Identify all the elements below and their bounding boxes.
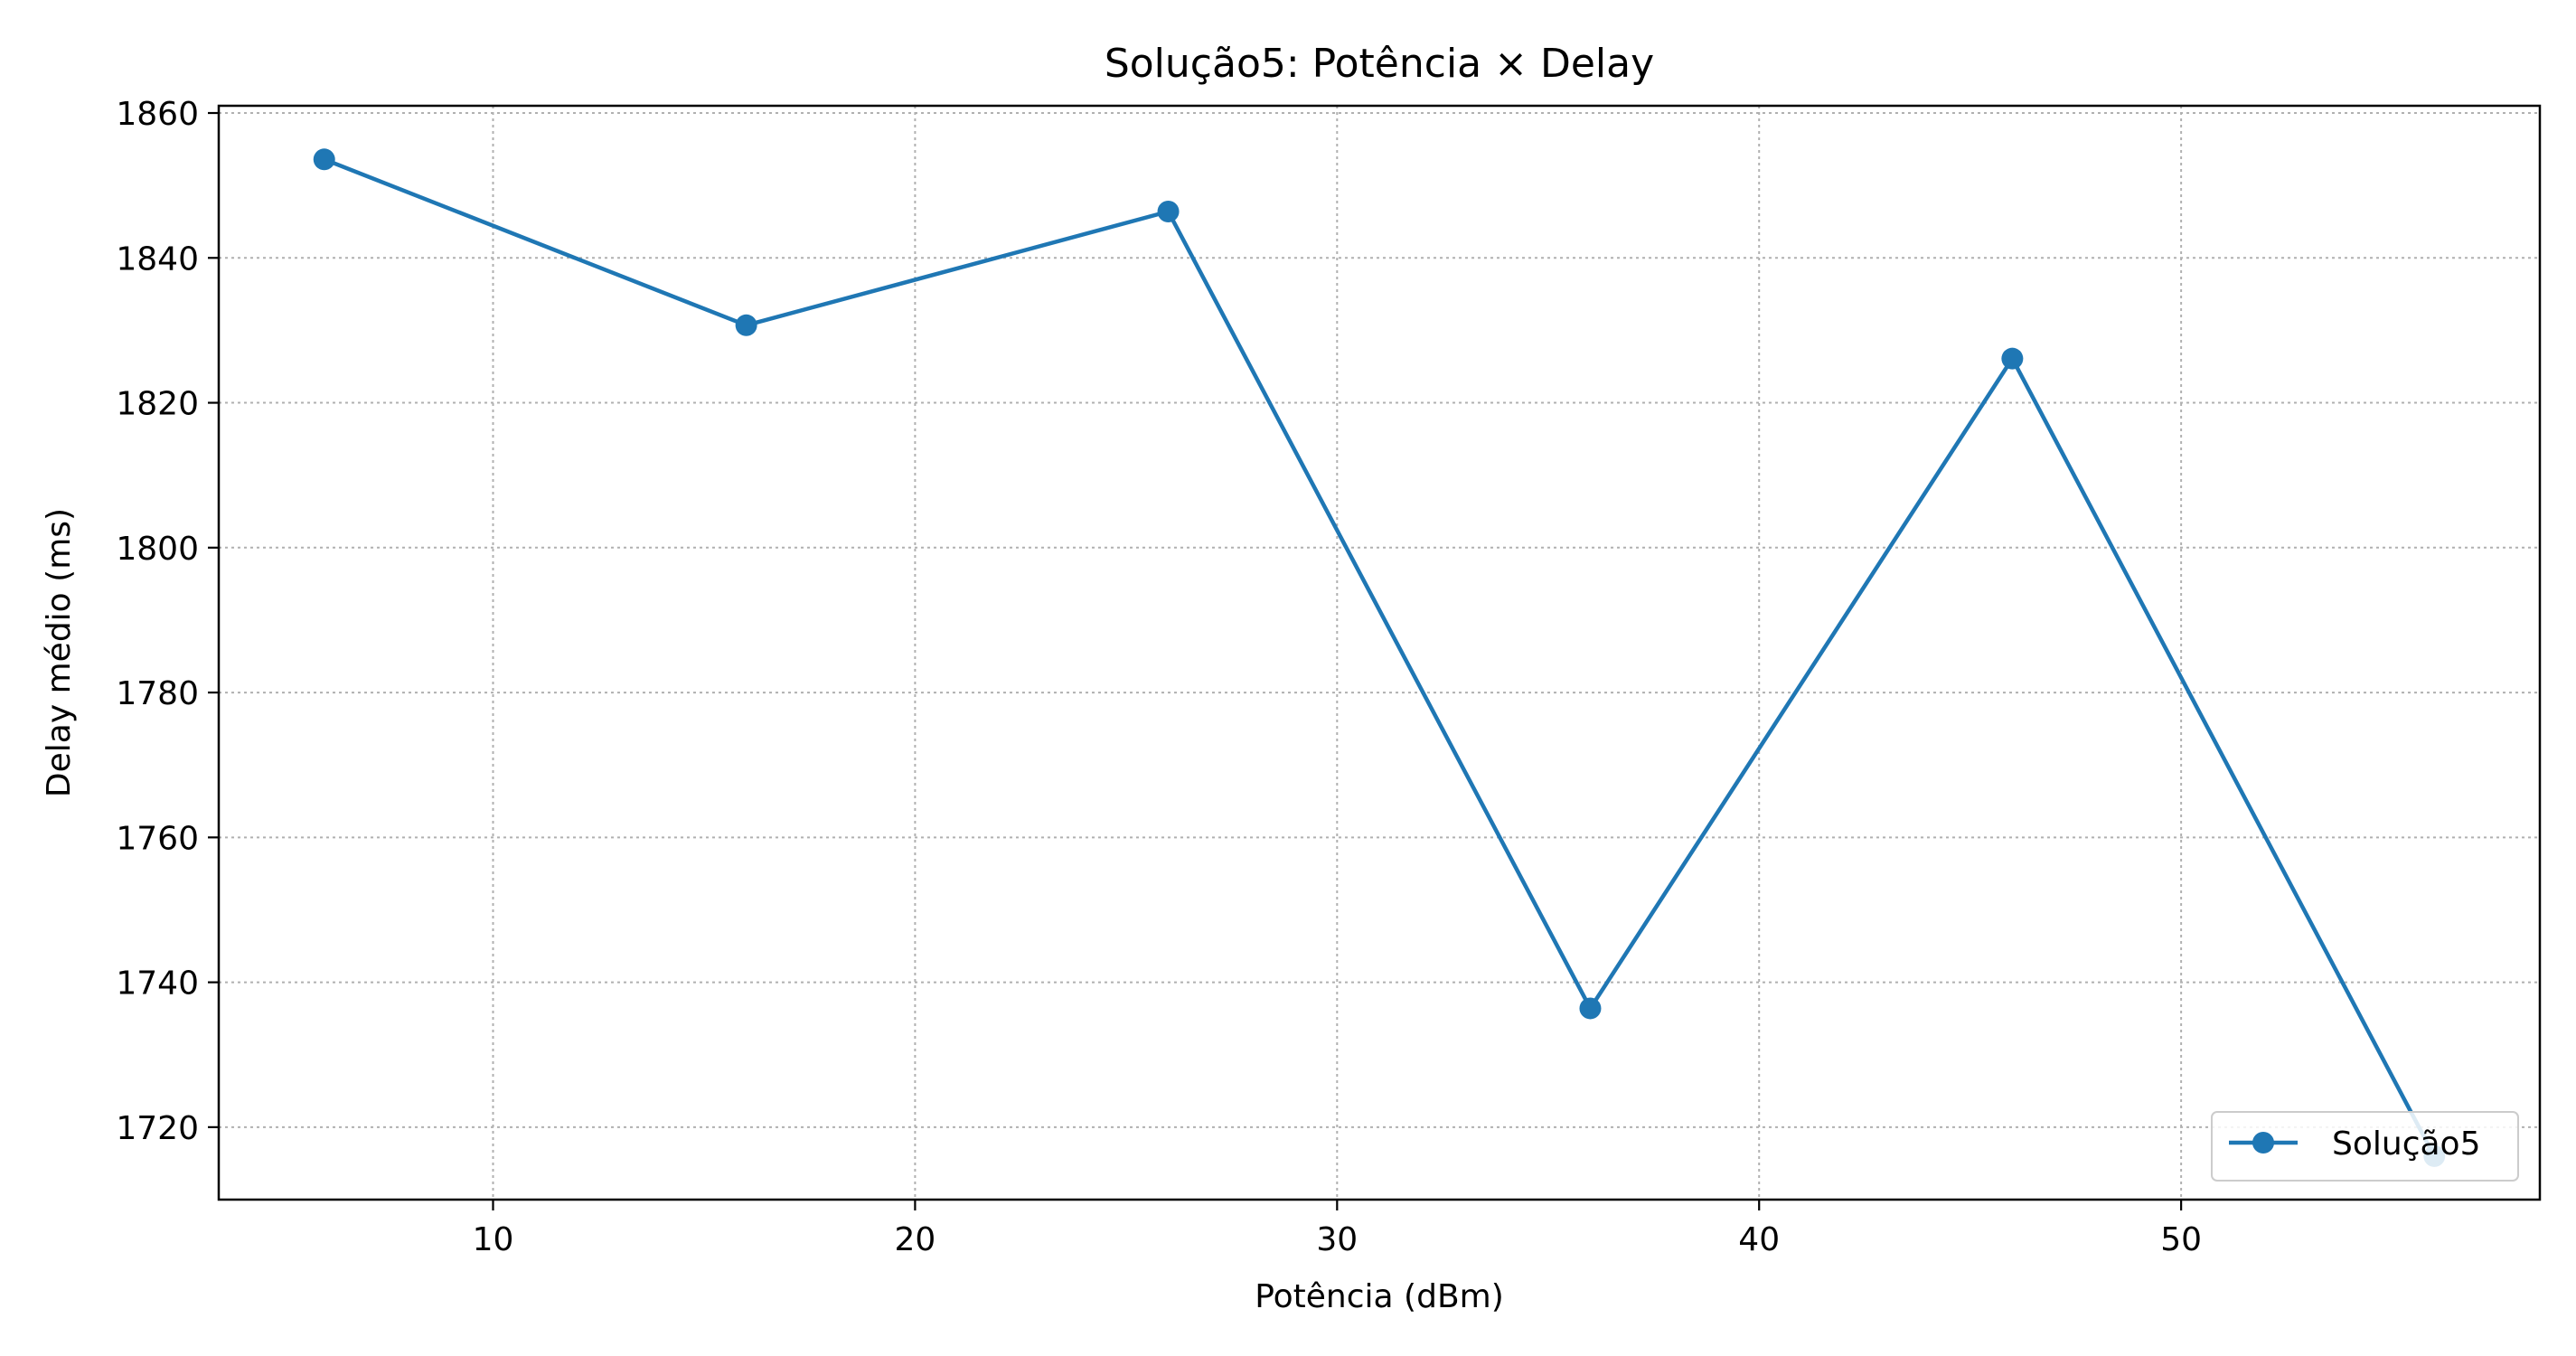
y-tick-label: 1780 [116, 675, 199, 712]
legend-marker-swatch [2252, 1132, 2274, 1154]
x-tick-label: 20 [894, 1221, 935, 1258]
data-point [735, 314, 757, 336]
y-tick-label: 1820 [116, 386, 199, 423]
y-tick-label: 1740 [116, 965, 199, 1003]
x-tick-label: 40 [1738, 1221, 1780, 1258]
data-point [1157, 200, 1180, 222]
plot-frame [217, 104, 2542, 1201]
legend-box [2211, 1111, 2519, 1182]
y-axis-title: Delay médio (ms) [41, 508, 78, 797]
y-axis: 1720 1740 1760 1780 1800 1820 1840 1860 [116, 96, 219, 1147]
chart-title: Solução5: Potência × Delay [1105, 41, 1654, 87]
legend: Solução5 [2211, 1111, 2519, 1182]
y-tick-label: 1720 [116, 1110, 199, 1147]
x-tick-label: 30 [1316, 1221, 1358, 1258]
data-point [1579, 997, 1602, 1020]
series-layer [313, 148, 2446, 1167]
x-axis-title: Potência (dBm) [1255, 1278, 1504, 1315]
grid [219, 106, 2540, 1200]
data-point [313, 148, 335, 171]
series-line [323, 157, 2437, 1157]
x-tick-label: 50 [2160, 1221, 2202, 1258]
y-tick-label: 1860 [116, 96, 199, 133]
legend-label: Solução5 [2332, 1125, 2480, 1163]
x-axis: 10 20 30 40 50 [473, 1200, 2202, 1258]
y-tick-label: 1800 [116, 531, 199, 568]
y-tick-label: 1840 [116, 240, 199, 278]
x-tick-label: 10 [473, 1221, 514, 1258]
data-point [2001, 347, 2024, 370]
y-tick-label: 1760 [116, 820, 199, 857]
